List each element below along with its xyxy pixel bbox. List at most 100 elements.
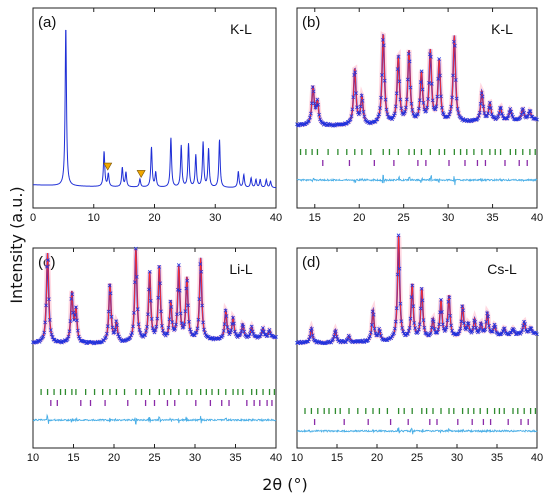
pattern-line <box>32 29 277 189</box>
observed-point <box>392 326 397 331</box>
observed-point <box>524 328 528 332</box>
panel-c: 10 15 20 25 30 35 40(c) Li-L <box>27 246 282 464</box>
observed-point <box>437 322 442 327</box>
observed-point <box>406 329 411 333</box>
observed-point <box>43 320 48 325</box>
observed-point <box>311 89 316 94</box>
observed-point <box>250 329 255 334</box>
observed-point <box>464 325 469 330</box>
observed-point <box>464 327 468 332</box>
observed-point <box>261 329 266 334</box>
observed-point <box>500 112 504 116</box>
observed-point <box>417 98 422 103</box>
observed-point <box>45 264 49 269</box>
observed-point <box>165 331 170 336</box>
observed-point <box>416 327 421 332</box>
observed-point <box>308 111 313 116</box>
observed-point <box>68 319 73 323</box>
observed-point <box>155 316 160 321</box>
observed-point <box>490 329 495 334</box>
x-tick-label: 15 <box>331 452 343 464</box>
observed-point <box>186 303 191 308</box>
observed-point <box>323 341 328 345</box>
observed-point <box>268 331 273 336</box>
difference-line <box>32 413 277 425</box>
observed-point <box>486 314 490 319</box>
observed-point <box>49 332 54 337</box>
observed-point <box>339 339 344 343</box>
observed-point <box>347 335 352 340</box>
observed-point <box>47 318 52 322</box>
observed-point <box>104 335 108 340</box>
observed-point <box>380 38 385 42</box>
observed-point <box>413 326 418 330</box>
observed-point <box>358 104 363 109</box>
x-tick-label: 35 <box>229 452 241 464</box>
observed-point <box>429 325 434 330</box>
observed-point <box>399 319 404 324</box>
observed-point <box>407 326 412 330</box>
observed-point <box>224 314 229 318</box>
x-tick-label: 30 <box>451 452 463 464</box>
observed-point <box>112 330 117 335</box>
observed-point <box>428 54 433 59</box>
plot-frame <box>32 247 277 449</box>
observed-point <box>116 332 120 337</box>
observed-point <box>502 326 507 331</box>
observed-point <box>44 303 48 308</box>
observed-point <box>158 281 162 286</box>
observed-point <box>269 333 274 338</box>
observed-point <box>157 264 162 269</box>
x-tick-label: 25 <box>411 452 423 464</box>
x-tick-label: 30 <box>209 212 221 224</box>
observed-point <box>147 269 152 274</box>
observed-point <box>500 329 505 333</box>
observed-point <box>506 113 511 118</box>
observed-point <box>175 287 180 292</box>
observed-point <box>428 331 433 335</box>
observed-point <box>527 109 532 113</box>
observed-point <box>390 117 394 122</box>
observed-point <box>439 94 443 99</box>
observed-point <box>410 283 415 288</box>
x-tick-label: 40 <box>270 212 282 224</box>
observed-point <box>178 311 183 316</box>
y-axis-title: Intensity (a.u.) <box>7 186 26 303</box>
observed-point <box>435 330 440 335</box>
difference-line <box>296 174 538 186</box>
observed-point <box>498 106 502 110</box>
observed-point <box>486 111 490 116</box>
x-tick-label: 20 <box>108 452 120 464</box>
observed-point <box>113 327 118 332</box>
observed-point <box>329 340 334 345</box>
observed-point <box>448 109 453 114</box>
observed-point <box>470 329 475 334</box>
observed-point <box>242 329 247 334</box>
impurity-marker-icon <box>103 162 113 171</box>
observed-point <box>47 297 51 302</box>
observed-point <box>194 330 199 335</box>
observed-point <box>447 295 452 300</box>
observed-point <box>249 324 254 329</box>
observed-point <box>179 321 184 325</box>
observed-point <box>410 108 415 112</box>
observed-point <box>129 333 134 338</box>
observed-point <box>313 105 318 110</box>
observed-point <box>67 329 72 334</box>
observed-point <box>519 330 524 335</box>
observed-point <box>496 114 501 119</box>
observed-point <box>187 319 191 324</box>
observed-point <box>433 107 438 112</box>
observed-point <box>353 70 358 75</box>
observed-point <box>232 321 236 326</box>
observed-point <box>200 303 205 308</box>
observed-point <box>479 323 484 327</box>
observed-point <box>168 299 173 304</box>
observed-point <box>421 318 426 323</box>
observed-point <box>184 286 189 291</box>
observed-point <box>397 79 402 84</box>
observed-point <box>181 325 186 329</box>
observed-point <box>136 322 141 327</box>
observed-point <box>377 326 382 331</box>
observed-point <box>261 326 265 330</box>
